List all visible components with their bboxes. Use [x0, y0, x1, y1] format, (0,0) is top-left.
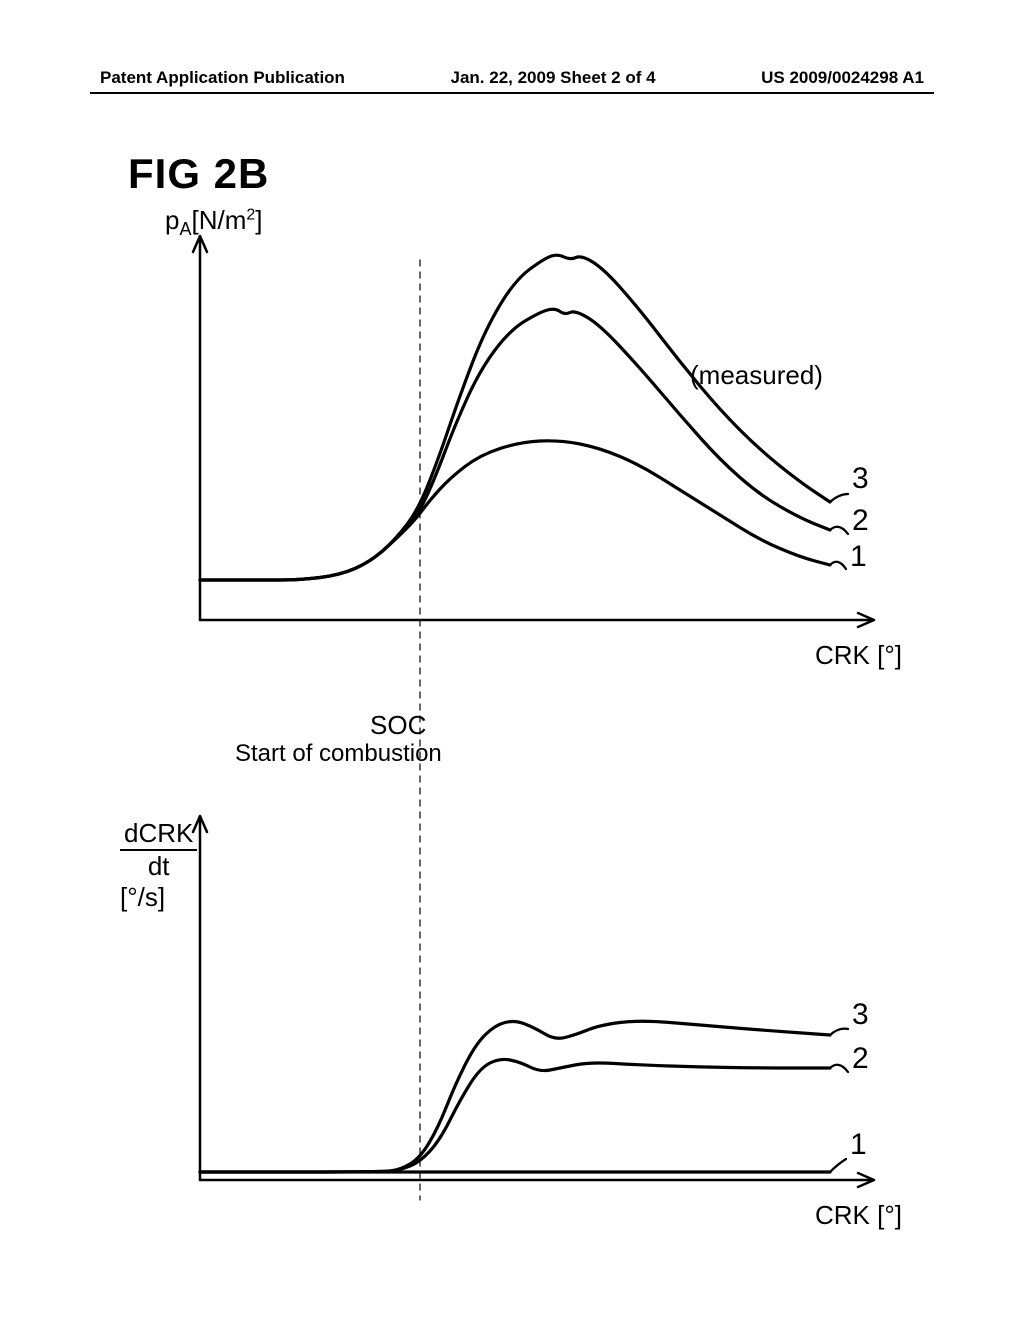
soc-line2: Start of combustion	[235, 740, 442, 768]
soc-label: SOC	[370, 710, 426, 741]
bottom-y-axis-num: dCRK	[120, 818, 197, 851]
top-curve-label-2: 2	[852, 504, 869, 538]
top-curve-label-3: 3	[852, 462, 869, 496]
bottom-y-axis-label: dCRK dt [°/s]	[120, 818, 197, 913]
bottom-y-axis-frac: dCRK dt	[120, 818, 197, 882]
top-x-axis-label: CRK [°]	[815, 640, 902, 671]
measured-annotation: (measured)	[690, 360, 823, 391]
soc-line1: SOC	[370, 710, 426, 740]
top-curve-label-1: 1	[850, 540, 867, 574]
bottom-y-axis-den: dt	[120, 851, 197, 882]
bottom-curve-label-3: 3	[852, 998, 869, 1032]
bottom-curve-label-2: 2	[852, 1042, 869, 1076]
bottom-curve-label-1: 1	[850, 1128, 867, 1162]
bottom-x-axis-label: CRK [°]	[815, 1200, 902, 1231]
bottom-y-axis-unit: [°/s]	[120, 882, 165, 912]
